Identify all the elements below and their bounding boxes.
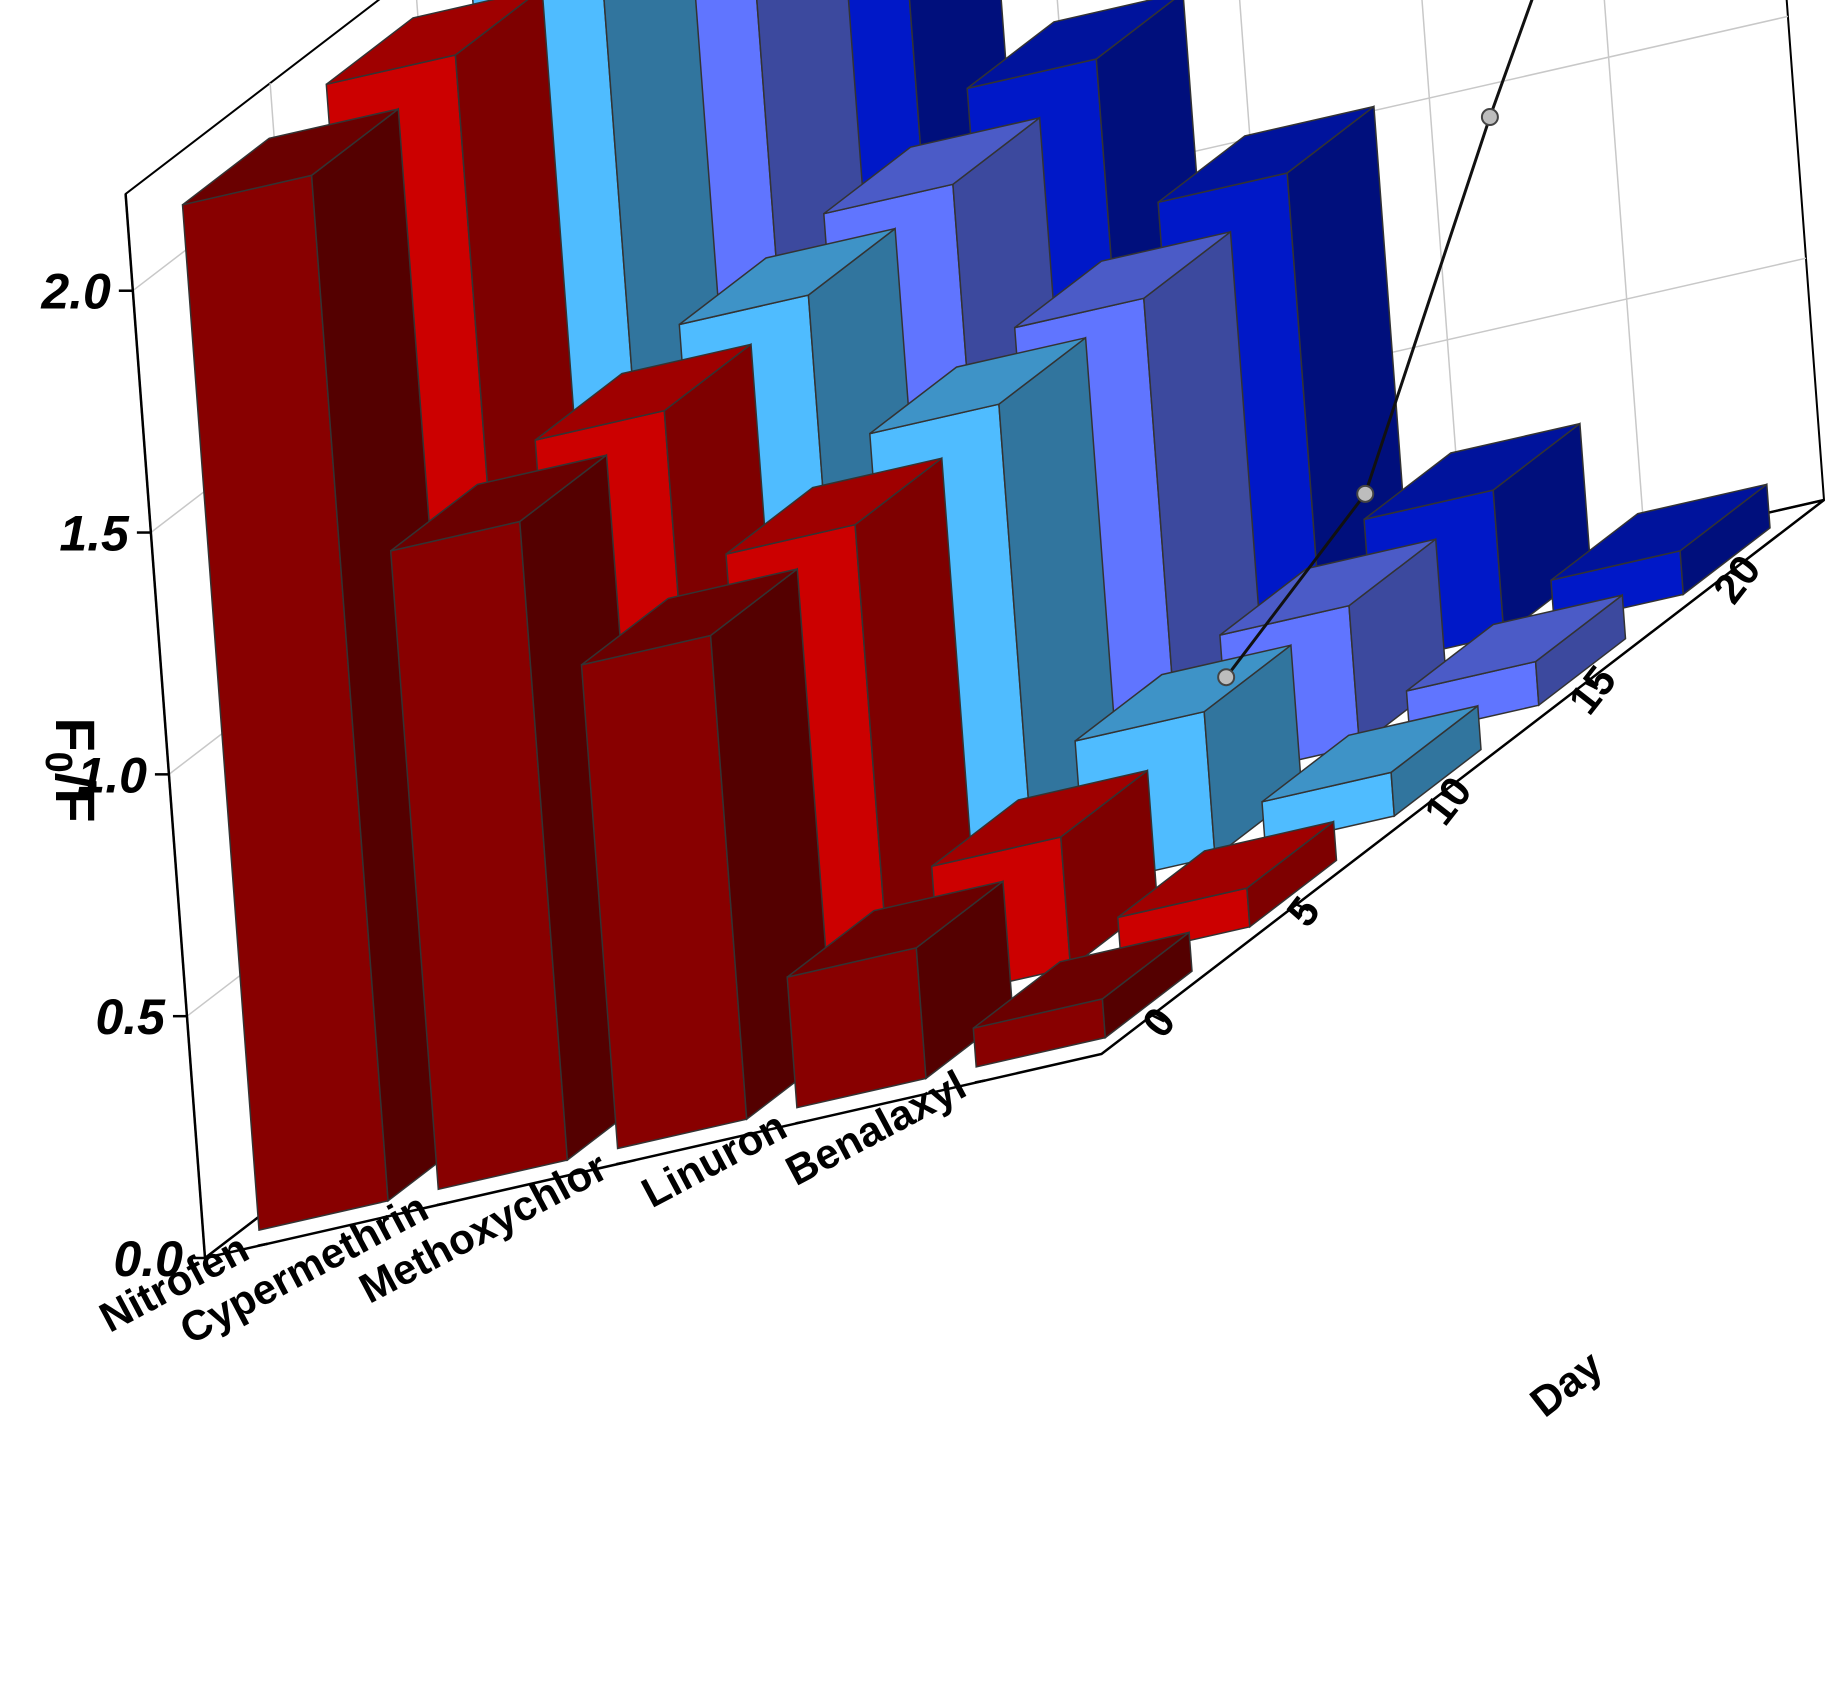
- bar-top-face: [1363, 422, 1581, 521]
- line-series: [1225, 0, 1534, 679]
- bar: [580, 567, 835, 1150]
- depth-axis-label: Day: [1521, 1341, 1611, 1426]
- z-tick-label: 2.0: [40, 264, 111, 320]
- bar-top-face: [1219, 538, 1437, 636]
- z-tick-label: 1.0: [77, 747, 147, 803]
- line-point: [1356, 484, 1375, 503]
- line-point: [1217, 668, 1236, 687]
- y-axis-label: F0/F: [37, 717, 107, 822]
- category-tick: [974, 1079, 986, 1084]
- bar: [1261, 704, 1482, 847]
- bar-top-face: [823, 117, 1041, 215]
- y-axis-label-tail: /F: [44, 773, 107, 823]
- bar-top-face: [1406, 594, 1623, 692]
- day-tick-label: 5: [1277, 888, 1328, 935]
- y-axis-label-main: F: [44, 717, 107, 751]
- category-tick: [795, 1120, 806, 1125]
- bar-top-face: [1117, 820, 1335, 919]
- bar-top-face: [1014, 231, 1231, 329]
- bar-top-face: [931, 769, 1148, 868]
- bar-top-face: [678, 227, 896, 326]
- z-tick-label: 0.0: [113, 1231, 183, 1287]
- bar-top-face: [182, 108, 399, 206]
- bar: [1117, 820, 1338, 958]
- z-tick-label: 1.5: [59, 506, 130, 562]
- bar: [786, 879, 1014, 1109]
- bar-top-face: [786, 880, 1004, 978]
- bar-top-face: [390, 454, 607, 552]
- line-point: [1480, 108, 1499, 127]
- bar-top-face: [1074, 644, 1292, 742]
- day-tick: [1296, 903, 1310, 912]
- bar-top-face: [1550, 483, 1768, 581]
- bar-top-face: [1261, 705, 1479, 803]
- bar-top-face: [725, 457, 943, 555]
- bar-top-face: [972, 931, 1190, 1029]
- bar-top-face: [325, 0, 529, 86]
- z-tick-label: 0.5: [95, 989, 166, 1045]
- z-axis-line: [124, 193, 207, 1259]
- day-tick: [1440, 792, 1454, 801]
- day-tick: [1729, 570, 1743, 580]
- category-tick: [616, 1160, 627, 1166]
- day-tick-label: 0: [1133, 999, 1184, 1046]
- bar-top-face: [581, 568, 798, 666]
- bar-top-face: [534, 343, 752, 441]
- category-tick: [436, 1201, 448, 1207]
- category-tick: [257, 1242, 269, 1247]
- bars-layer: [181, 0, 1771, 1232]
- grid-line-category: [1603, 0, 1646, 541]
- line-layer: [1217, 0, 1534, 687]
- bar-top-face: [1157, 105, 1375, 204]
- bar-top-face: [869, 337, 1087, 435]
- day-tick: [1585, 681, 1599, 690]
- y-axis-label-sub: 0: [37, 752, 79, 773]
- bar-top-face: [966, 0, 1175, 90]
- grid-line-category: [1421, 0, 1467, 582]
- day-tick: [1151, 1014, 1165, 1023]
- bar: [972, 930, 1193, 1068]
